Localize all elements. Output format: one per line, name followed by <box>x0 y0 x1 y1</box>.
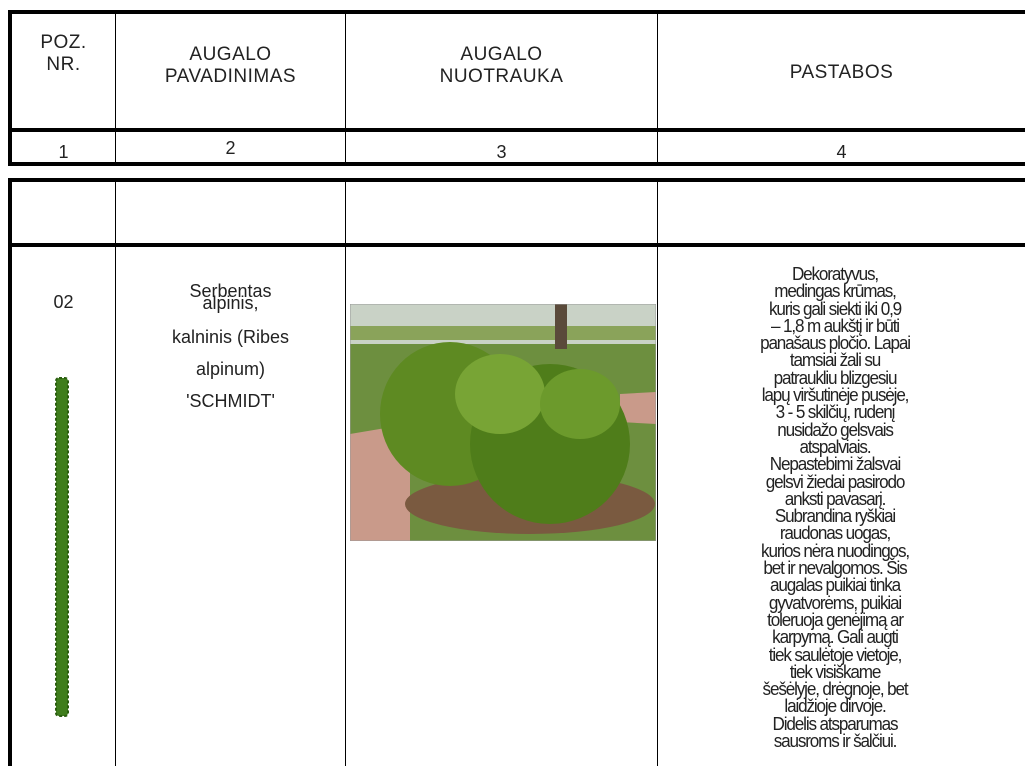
header-cell: PASTABOS <box>658 62 1025 84</box>
rule <box>8 10 12 166</box>
rule <box>345 10 346 166</box>
text-line: karpymą. Gali augti <box>772 627 899 648</box>
header-cell: POZ. NR. <box>12 32 115 76</box>
rule <box>345 178 346 766</box>
text-line: POZ. <box>40 32 87 53</box>
text-line: 2 <box>225 138 236 158</box>
text-line: alpinum) <box>195 359 266 379</box>
text-line: kurios nėra nuodingos, <box>761 540 910 561</box>
text-line: alpinis, <box>202 293 259 313</box>
text-line: gelsvi žiedai pasirodo <box>765 471 906 492</box>
text-line: nusidažo gelsvais <box>777 419 894 440</box>
text-line: 02 <box>53 292 74 312</box>
text-line: gyvatvorėms, puikiai <box>768 592 902 613</box>
column-number: 1 <box>12 142 115 163</box>
rule <box>8 128 1025 132</box>
text-line: Nepastebimi žalsvai <box>769 454 902 475</box>
text-line: 1 <box>58 142 69 162</box>
text-line: tamsiai žali su <box>789 350 881 371</box>
text-line: Subrandina ryškiai <box>774 506 896 527</box>
text-line: anksti pavasarį. <box>784 488 887 509</box>
column-number: 3 <box>346 142 657 163</box>
text-line: AUGALO <box>189 44 272 65</box>
text-line: medingas krūmas, <box>774 281 897 302</box>
text-line: PASTABOS <box>789 62 894 83</box>
text-line: Didelis atsparumas <box>772 713 899 734</box>
text-line: bet ir nevalgomos. Šis <box>763 558 907 579</box>
header-cell: AUGALO NUOTRAUKA <box>346 44 657 88</box>
text-line: patraukliu blizgesiu <box>773 367 898 388</box>
text-line: PAVADINIMAS <box>164 66 297 87</box>
text-line: 4 <box>836 142 847 162</box>
plant-notes: Dekoratyvus, medingas krūmas, kuris gali s… <box>697 264 973 752</box>
text-line: Serbentas <box>189 281 272 301</box>
text-line: tiek visiškame <box>789 661 882 682</box>
rule <box>8 178 1025 182</box>
text-line: šešėlyje, drėgnoje, bet <box>762 679 909 700</box>
text-line: tiek saulėtoje vietoje, <box>768 644 903 665</box>
text-line: raudonas uogas, <box>779 523 891 544</box>
position-number: 02 <box>12 292 115 313</box>
text-line: atspalviais. <box>799 436 872 457</box>
text-line: AUGALO <box>460 44 543 65</box>
text-line: Dekoratyvus, <box>791 264 879 284</box>
header-cell: AUGALO PAVADINIMAS <box>116 44 345 88</box>
text-line: lapų viršutinėje pusėje, <box>761 385 910 406</box>
rule <box>657 10 658 166</box>
text-line: 3 <box>496 142 507 162</box>
hedge-symbol <box>55 377 69 717</box>
column-number: 4 <box>658 142 1025 163</box>
text-line: 3 - 5 skilčių, rudenį <box>775 402 896 423</box>
rule <box>8 178 12 766</box>
rule <box>115 178 116 766</box>
plant-photo <box>350 304 656 541</box>
text-line: augalas puikiai tinka <box>769 575 901 596</box>
text-line: – 1,8 m aukštį ir būti <box>771 315 900 336</box>
rule <box>8 10 1025 14</box>
rule <box>657 178 658 766</box>
text-line: laidžioje dirvoje. <box>784 696 886 717</box>
rule <box>8 162 1025 166</box>
rule <box>8 243 1025 247</box>
text-line: sausroms ir šalčiui. <box>773 731 898 752</box>
plant-name: Serbentas alpinis, kalninis (Ribes alpinum)… <box>116 280 345 412</box>
text-line: 'SCHMIDT' <box>186 391 275 411</box>
text-line: toleruoja genėjimą ar <box>767 609 904 630</box>
rule <box>115 10 116 166</box>
text-line: kuris gali siekti iki 0,9 <box>768 298 902 319</box>
text-line: NUOTRAUKA <box>439 66 564 87</box>
text-line: panašaus pločio. Lapai <box>760 333 911 354</box>
text-line: NR. <box>46 54 81 75</box>
column-number: 2 <box>116 138 345 159</box>
text-line: kalninis (Ribes <box>171 327 290 347</box>
